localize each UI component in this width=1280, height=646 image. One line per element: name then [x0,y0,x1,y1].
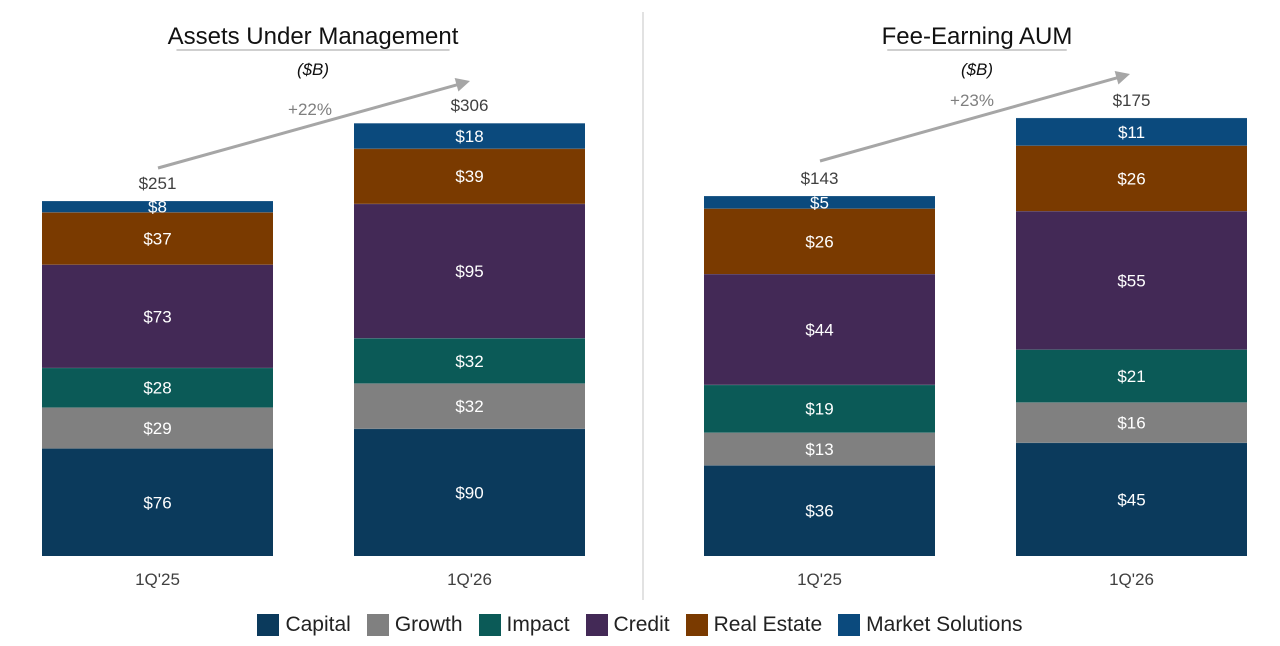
data-label: $16 [1117,414,1145,433]
category-label: 1Q'25 [135,570,180,589]
legend-swatch-icon [478,614,501,636]
bar-segment-capital [42,448,273,556]
data-label: $36 [805,502,833,521]
bar-segment-growth [42,407,273,449]
total-label: $306 [451,96,489,115]
category-label: 1Q'25 [797,570,842,589]
total-label: $143 [801,169,839,188]
data-label: $73 [143,307,171,326]
bar-segment-real-estate [704,208,935,275]
bar-segment-market-solutions [704,196,935,209]
growth-arrow [819,74,1123,163]
legend: Capital Growth Impact Credit Real Estate Mark… [0,610,1280,640]
legend-label: Impact [506,613,570,636]
legend-label: Capital [285,613,351,636]
data-label: $26 [1117,169,1145,188]
legend-item-impact: Impact [478,613,570,637]
bar-segment-credit [354,203,585,339]
data-label: $55 [1117,271,1145,290]
category-label: 1Q'26 [447,570,492,589]
data-label: $95 [455,262,483,281]
bar-segment-impact [42,367,273,408]
data-label: $90 [455,483,483,502]
bar-segment-capital [1016,442,1247,556]
data-label: $39 [455,167,483,186]
data-label: $5 [810,193,829,212]
bar-segment-market-solutions [42,201,273,213]
bar-segment-real-estate [354,148,585,204]
legend-item-credit: Credit [585,613,670,637]
category-label: 1Q'26 [1109,570,1154,589]
bar-segment-credit [1016,211,1247,350]
chart-title: Assets Under Management [168,23,459,50]
bar-segment-impact [354,338,585,384]
bar-segment-capital [354,428,585,556]
legend-swatch-icon [257,614,280,636]
data-label: $28 [143,379,171,398]
legend-label: Real Estate [713,613,823,636]
bar-segment-market-solutions [354,123,585,149]
legend-swatch-icon [838,614,861,636]
data-label: $26 [805,232,833,251]
growth-arrow [157,81,463,170]
legend-item-market-solutions: Market Solutions [838,613,1023,637]
data-label: $19 [805,400,833,419]
data-label: $18 [455,127,483,146]
bar-segment-market-solutions [1016,117,1247,146]
data-label: $8 [148,198,167,217]
legend-item-growth: Growth [366,613,463,637]
legend-swatch-icon [685,614,708,636]
growth-label: +23% [950,91,994,110]
legend-label: Market Solutions [866,613,1023,636]
chart-subtitle: ($B) [297,60,329,79]
total-label: $251 [139,174,177,193]
growth-label: +22% [288,100,332,119]
data-label: $44 [805,320,833,339]
chart-subtitle: ($B) [961,60,993,79]
bar-segment-credit [704,274,935,385]
growth-arrow-head [454,78,470,92]
chart-title: Fee-Earning AUM [882,23,1073,50]
total-label: $175 [1113,91,1151,110]
data-label: $32 [455,352,483,371]
bar-segment-capital [704,465,935,556]
data-label: $76 [143,493,171,512]
bar-segment-real-estate [1016,145,1247,212]
data-label: $13 [805,440,833,459]
legend-item-real-estate: Real Estate [685,613,823,637]
legend-swatch-icon [366,614,389,636]
legend-label: Credit [613,613,670,636]
bar-segment-impact [704,384,935,433]
bar-segment-credit [42,264,273,368]
bar-segment-growth [1016,402,1247,443]
bar-segment-impact [1016,349,1247,403]
bar-segment-growth [354,383,585,429]
data-label: $32 [455,397,483,416]
bar-segment-growth [704,432,935,466]
legend-swatch-icon [585,614,608,636]
data-label: $29 [143,419,171,438]
growth-arrow-head [1114,71,1130,85]
data-label: $21 [1117,367,1145,386]
legend-label: Growth [394,613,463,636]
data-label: $37 [143,229,171,248]
data-label: $45 [1117,490,1145,509]
legend-item-capital: Capital [257,613,351,637]
bar-segment-real-estate [42,212,273,265]
data-label: $11 [1118,123,1145,142]
